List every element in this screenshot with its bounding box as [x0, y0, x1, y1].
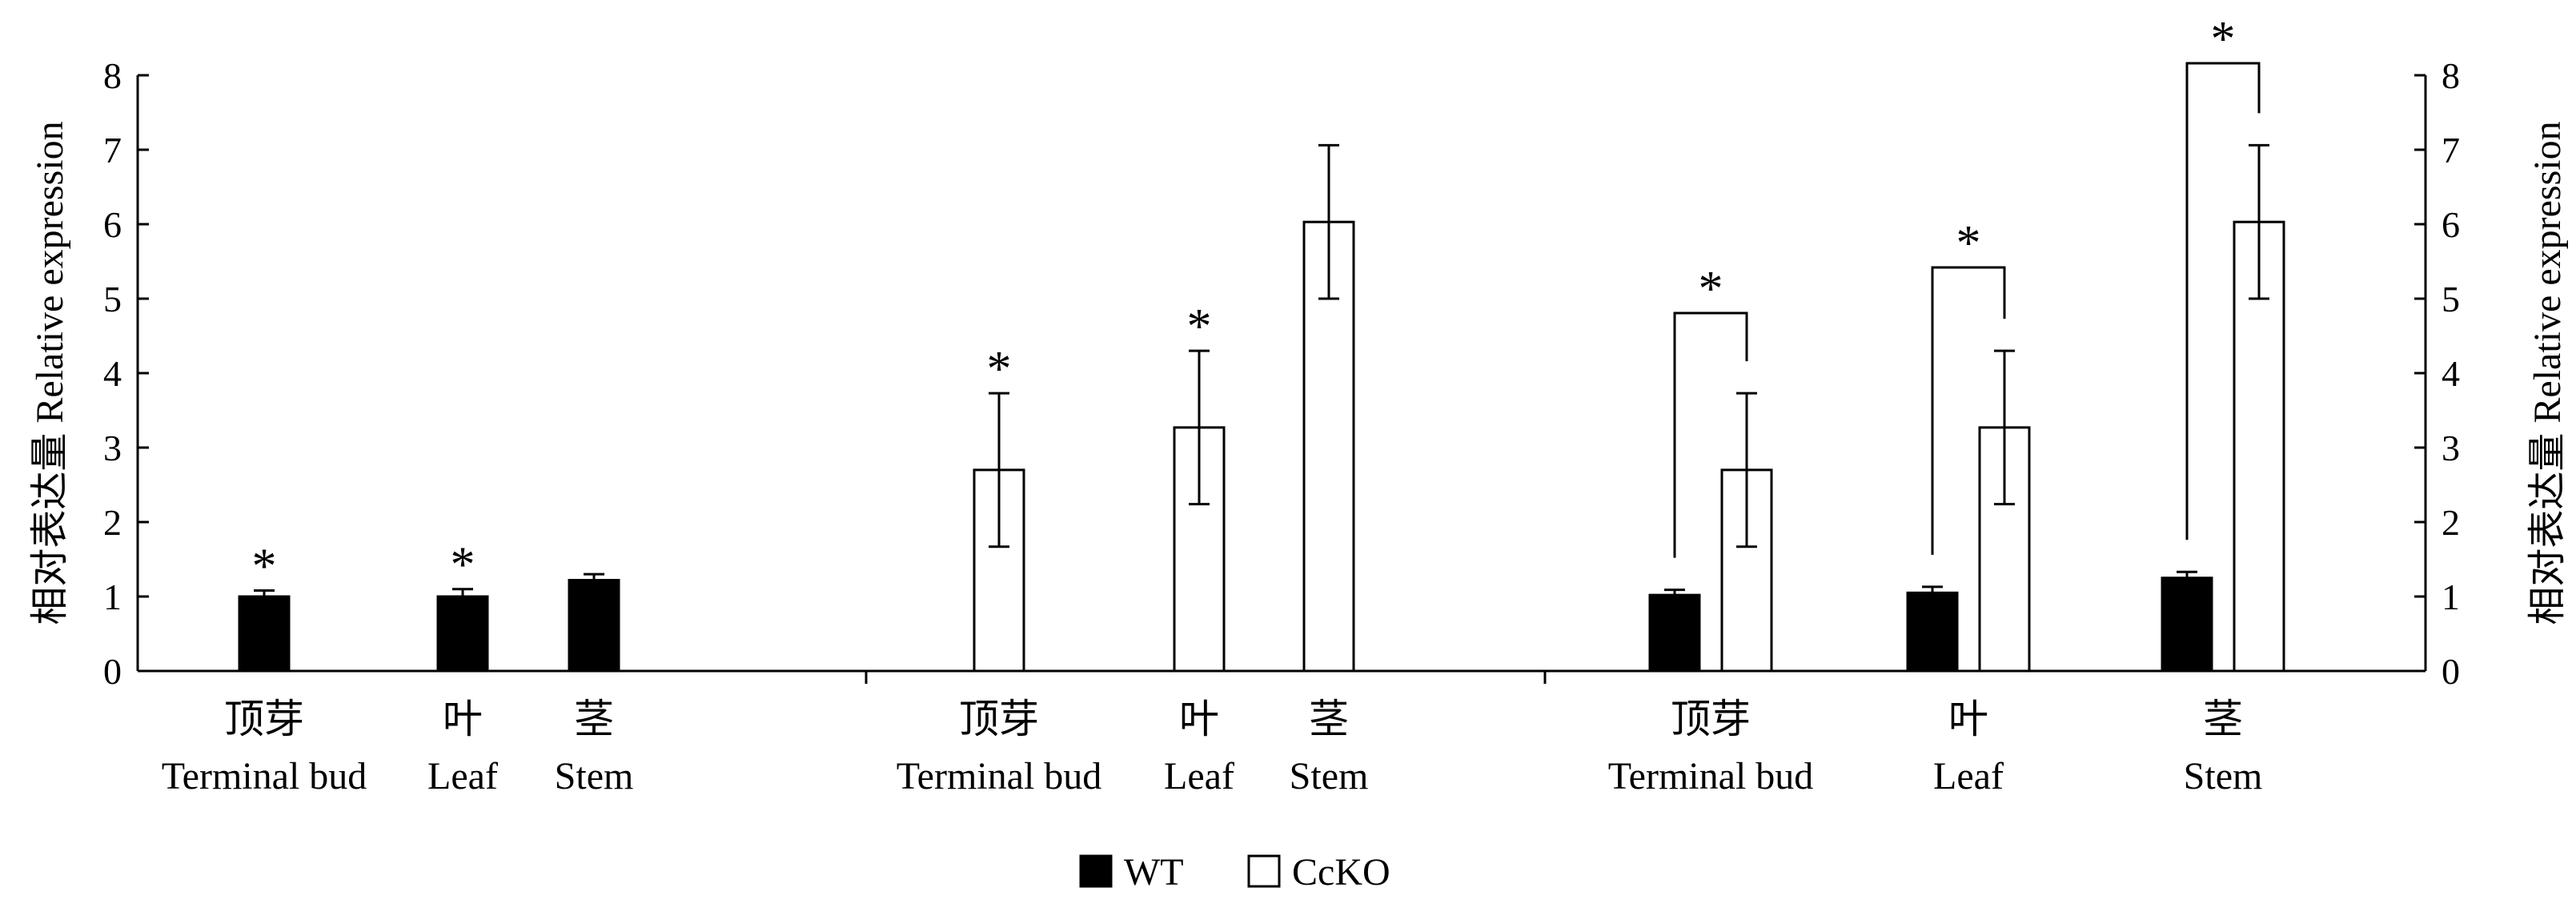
y-tick-label-right: 1 [2442, 577, 2460, 617]
bar-wt [436, 595, 489, 673]
significance-star: * [451, 538, 475, 593]
category-label-zh: 叶 [1948, 697, 1988, 741]
category-label-zh: 茎 [574, 697, 614, 741]
y-tick-label-left: 8 [103, 55, 122, 96]
category-label-en: Leaf [1933, 755, 2004, 797]
category-label-en: Terminal bud [897, 755, 1102, 797]
axes: 0 0 1 1 2 2 3 3 4 4 5 5 6 6 7 7 8 8 相对表达量 Relative express… [29, 55, 2569, 692]
category-label-en: Leaf [1164, 755, 1234, 797]
y-tick-label-left: 3 [103, 428, 122, 468]
category-label-en: Stem [555, 755, 634, 797]
y-tick-label-left: 5 [103, 279, 122, 319]
chart-marks: * * * * * * * [238, 12, 2285, 673]
y-tick-label-right: 6 [2442, 204, 2460, 245]
category-label-en: Terminal bud [1608, 755, 1814, 797]
category-label-zh: 叶 [1179, 697, 1219, 741]
significance-star: * [1187, 299, 1212, 354]
y-axis-label-left: 相对表达量 Relative expression [29, 121, 71, 625]
legend: WT CcKO [1079, 851, 1390, 894]
category-label-en: Stem [1290, 755, 1369, 797]
significance-bracket [1673, 311, 1748, 558]
bar-wt [568, 579, 620, 673]
y-tick-label-right: 4 [2442, 353, 2460, 394]
significance-star: * [2211, 12, 2236, 66]
category-label-zh: 茎 [2203, 697, 2243, 741]
y-tick-label-left: 1 [103, 577, 122, 617]
y-tick-label-right: 5 [2442, 279, 2460, 319]
bar-wt [1648, 593, 1701, 673]
category-label-zh: 顶芽 [959, 697, 1039, 741]
category-label-zh: 顶芽 [1671, 697, 1751, 741]
category-label-zh: 叶 [443, 697, 483, 741]
significance-star: * [1956, 216, 1981, 271]
y-tick-label-right: 7 [2442, 130, 2460, 171]
significance-star: * [1699, 262, 1723, 316]
y-tick-label-left: 6 [103, 204, 122, 245]
y-tick-label-left: 4 [103, 353, 122, 394]
category-label-en: Stem [2184, 755, 2263, 797]
y-tick-label-right: 8 [2442, 55, 2460, 96]
legend-swatch-ccko [1247, 854, 1281, 888]
bar-wt [238, 595, 291, 673]
significance-bracket [1931, 266, 2006, 555]
significance-star: * [252, 540, 277, 594]
legend-label-wt: WT [1124, 851, 1184, 894]
y-tick-label-left: 0 [103, 651, 122, 692]
legend-label-ccko: CcKO [1292, 851, 1390, 894]
y-tick-label-right: 3 [2442, 428, 2460, 468]
y-tick-label-right: 0 [2442, 651, 2460, 692]
bar-wt [2161, 577, 2213, 673]
category-label-zh: 茎 [1309, 697, 1349, 741]
bar-wt [1906, 591, 1959, 673]
category-label-en: Leaf [427, 755, 498, 797]
significance-bracket [2185, 62, 2261, 540]
y-axis-label-right: 相对表达量 Relative expression [2526, 121, 2569, 625]
significance-star: * [987, 342, 1012, 396]
legend-swatch-wt [1079, 854, 1113, 888]
y-tick-label-right: 2 [2442, 502, 2460, 543]
category-label-zh: 顶芽 [224, 697, 304, 741]
category-label-en: Terminal bud [162, 755, 367, 797]
y-tick-label-left: 2 [103, 502, 122, 543]
y-tick-label-left: 7 [103, 130, 122, 171]
